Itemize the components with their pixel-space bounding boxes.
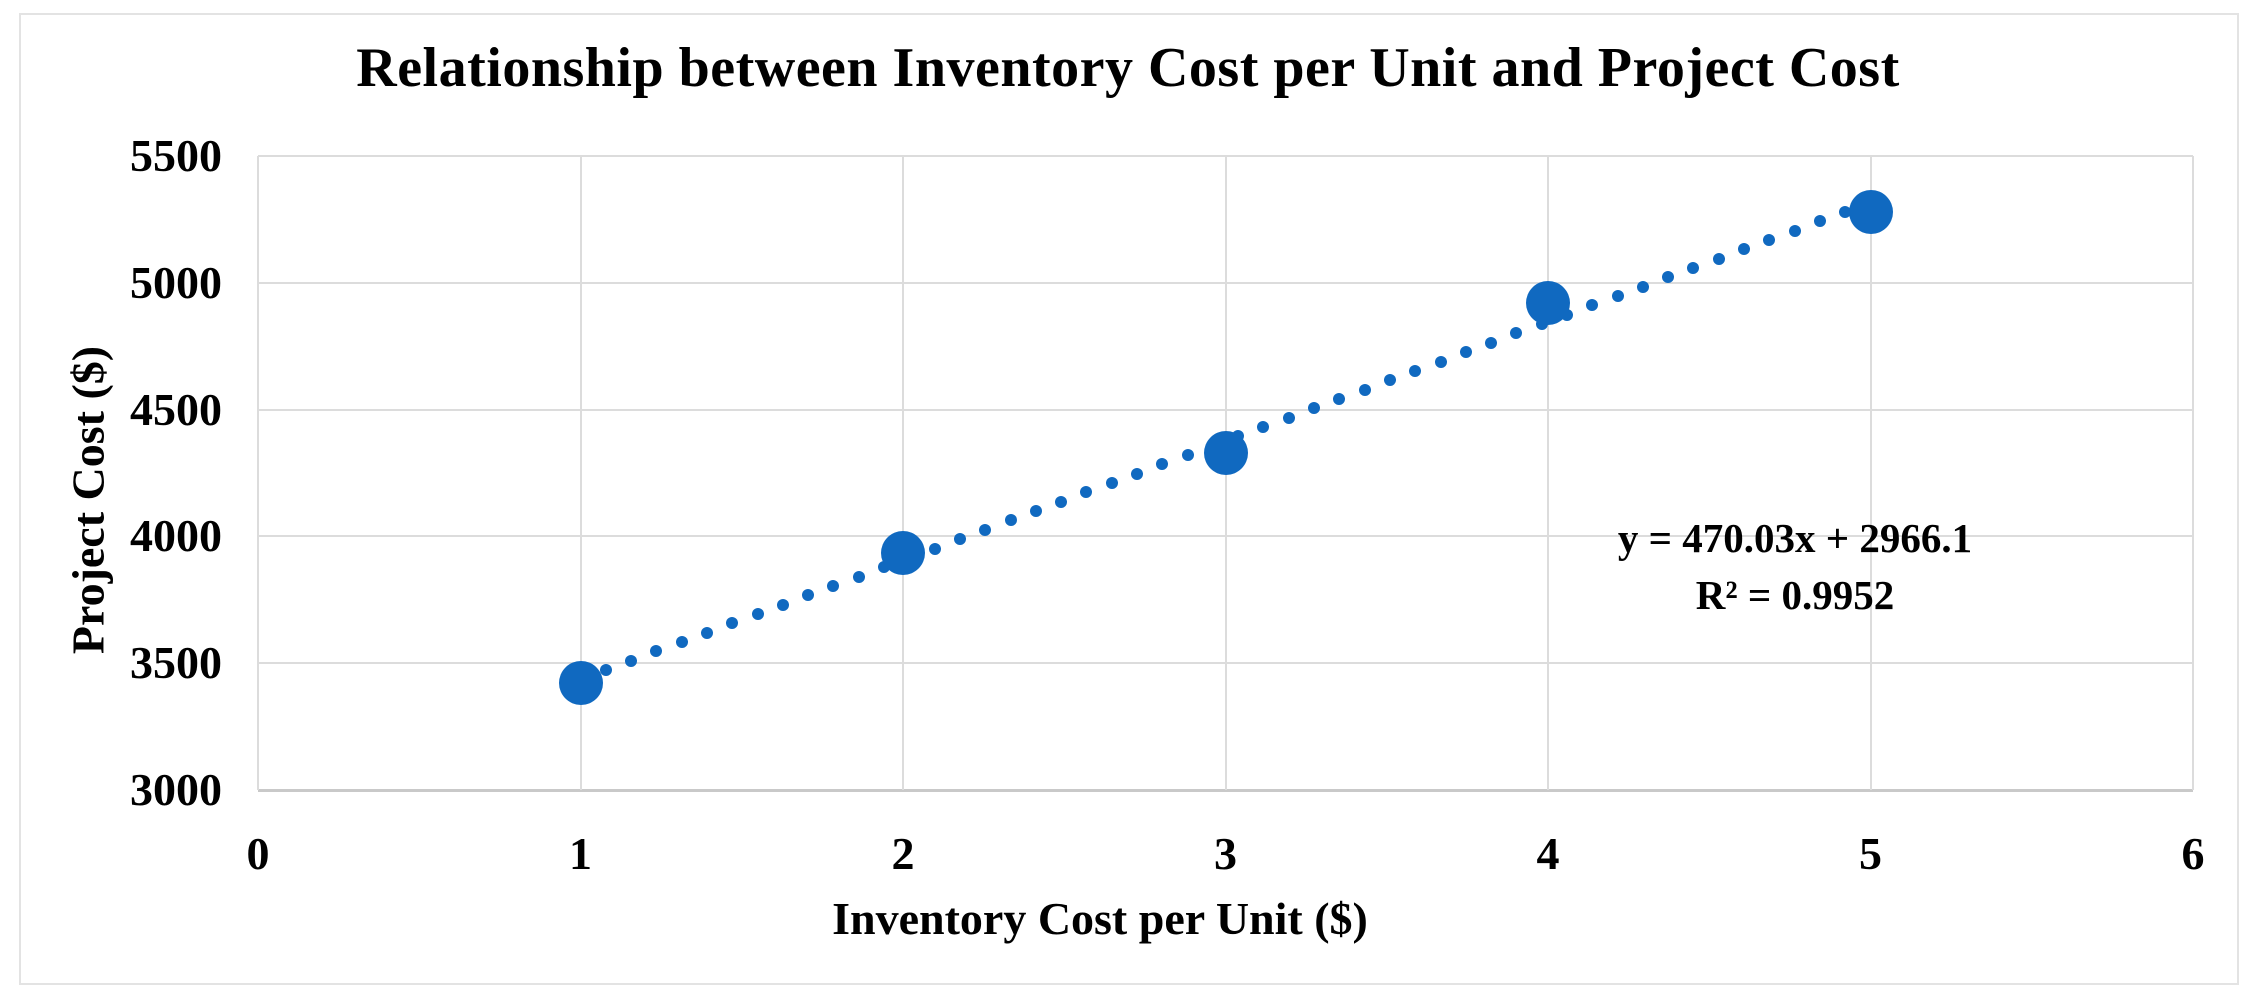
trendline-dot [1434,355,1447,368]
trendline-dot [928,542,941,555]
x-axis-title: Inventory Cost per Unit ($) [832,893,1368,944]
trendline-dot [1029,505,1042,518]
trendline-dot [1409,364,1422,377]
trendline-dot [1662,271,1675,284]
v-gridline [2192,156,2194,790]
trendline-dot [979,523,992,536]
equation-line: y = 470.03x + 2966.1 [1617,515,1973,561]
y-axis-title: Project Cost ($) [62,345,114,655]
trendline-dot [1839,205,1852,218]
x-tick-label: 6 [2181,828,2205,879]
trendline-dot [1282,411,1295,424]
trendline-dot [1156,458,1169,471]
trendline-dot [726,617,739,630]
trendline-dot [1308,402,1321,415]
x-tick-label: 3 [1214,828,1237,879]
trendline-equation-label: y = 470.03x + 2966.1 R² = 0.9952 [1560,510,2030,624]
trendline-dot [1485,336,1498,349]
chart-frame [19,13,2239,985]
trendline-dot [1130,467,1143,480]
trendline-dot [1181,449,1194,462]
y-tick-label: 4000 [130,510,222,562]
scatter-points-layer [258,156,2193,790]
y-axis-line [257,156,259,790]
y-tick-label: 3000 [130,764,222,815]
trendline-dot [1586,299,1599,312]
scatter-point [1848,189,1893,234]
trendline-dot [1636,280,1649,293]
trendline-dot [1459,346,1472,359]
x-tick-label: 5 [1859,828,1882,879]
v-gridline [902,156,904,790]
y-tick-label: 4500 [130,383,222,435]
trendline-dot [700,626,713,639]
trendline-dot [1257,420,1270,433]
trendline-dot [1333,392,1346,405]
trendline-dot [953,533,966,546]
trendline-dot [1611,290,1624,303]
trendline-dot [1105,477,1118,490]
trendline-dot [1712,252,1725,265]
trendline-dot [802,589,815,602]
chart-title: Relationship between Inventory Cost per … [356,37,1900,99]
x-tick-label: 2 [891,828,915,879]
trendline-dot [675,636,688,648]
trendline-dot [827,579,840,592]
trendline-dot [650,645,663,658]
trendline-dot [1510,327,1523,340]
trendline-dot [1788,224,1801,237]
y-tick-label: 5000 [130,256,222,308]
y-tick-label: 5500 [130,130,222,181]
trendline-dot [776,598,789,611]
scatter-point [1526,281,1570,326]
scatter-point [1203,430,1248,475]
trendline-dot [1055,495,1068,508]
trendline-dot [599,664,612,677]
gridlines-layer [257,155,2194,792]
trendline-dot [852,570,865,583]
trendline-dot [1738,243,1751,256]
plot-area [257,155,2194,792]
trendline-dot [1687,262,1700,275]
r-squared-line: R² = 0.9952 [1695,572,1895,618]
trendline-dot [1080,486,1093,499]
trendline-dot [1763,233,1776,246]
x-tick-label: 0 [246,828,270,879]
x-tick-label: 1 [569,828,592,879]
trendline-dot [1004,514,1017,527]
x-axis-line [258,789,2193,792]
v-gridline [1547,156,1549,790]
trendline-dot [751,607,764,620]
v-gridline [1869,156,1872,790]
trendline-dot [1358,383,1371,396]
y-tick-label: 3500 [130,637,222,689]
scatter-point [881,530,925,575]
scatter-point [558,661,603,706]
v-gridline [579,156,582,790]
trendline-dot [1383,374,1396,387]
trendline-dot [625,654,638,667]
x-tick-label: 4 [1536,828,1560,879]
trendline-dot [1813,215,1826,228]
